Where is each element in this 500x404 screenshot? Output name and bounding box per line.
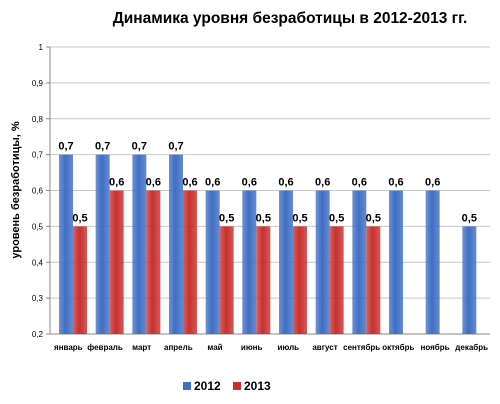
x-tick-label: июль bbox=[278, 343, 300, 352]
data-label-2012-январь: 0,7 bbox=[58, 141, 73, 153]
y-tick-label: 0,2 bbox=[32, 330, 44, 339]
x-tick-label: апрель bbox=[164, 343, 193, 352]
bars-layer bbox=[59, 154, 477, 334]
bar-2013-апрель bbox=[183, 190, 197, 334]
legend-swatch-2013 bbox=[233, 382, 241, 390]
legend: 2012 2013 bbox=[183, 379, 271, 393]
x-tick-label: ноябрь bbox=[420, 343, 449, 352]
bar-2013-январь bbox=[73, 226, 87, 334]
x-tick-label: сентябрь bbox=[343, 343, 380, 352]
data-label-2012-март: 0,7 bbox=[132, 141, 147, 153]
data-label-2012-август: 0,6 bbox=[315, 177, 330, 189]
y-tick-label: 1 bbox=[39, 43, 44, 52]
y-tick-label: 0,4 bbox=[32, 258, 44, 267]
data-label-2013-апрель: 0,6 bbox=[182, 177, 197, 189]
y-tick-label: 0,8 bbox=[32, 115, 44, 124]
x-tick-label: февраль bbox=[87, 343, 123, 352]
bar-2012-апрель bbox=[169, 154, 183, 334]
y-tick-label: 0,7 bbox=[32, 151, 44, 160]
data-label-2012-июль: 0,6 bbox=[278, 177, 293, 189]
bar-2013-июль bbox=[293, 226, 307, 334]
data-label-2013-февраль: 0,6 bbox=[109, 177, 124, 189]
bar-2013-август bbox=[329, 226, 344, 334]
legend-label-2013: 2013 bbox=[244, 379, 271, 393]
bar-2012-сентябрь bbox=[352, 190, 367, 334]
bar-2013-июнь bbox=[256, 226, 271, 334]
data-label-2012-апрель: 0,7 bbox=[168, 141, 183, 153]
bar-2013-сентябрь bbox=[366, 226, 381, 334]
bar-2012-декабрь bbox=[462, 226, 477, 334]
y-axis-label: уровень безработицы, % bbox=[10, 121, 22, 258]
x-tick-label: май bbox=[207, 343, 222, 352]
bar-2013-март bbox=[146, 190, 161, 334]
bar-2013-февраль bbox=[109, 190, 124, 334]
legend-label-2012: 2012 bbox=[194, 379, 221, 393]
bar-2013-май bbox=[219, 226, 234, 334]
bar-2012-октябрь bbox=[389, 190, 403, 334]
data-label-2013-март: 0,6 bbox=[146, 177, 161, 189]
data-label-2012-июнь: 0,6 bbox=[242, 177, 257, 189]
data-label-2012-ноябрь: 0,6 bbox=[425, 177, 440, 189]
x-tick-label: июнь bbox=[241, 343, 263, 352]
data-label-2012-октябрь: 0,6 bbox=[388, 177, 403, 189]
bar-2012-январь bbox=[59, 154, 73, 334]
data-label-2013-август: 0,5 bbox=[329, 212, 344, 224]
data-label-2013-сентябрь: 0,5 bbox=[366, 212, 381, 224]
x-tick-label: октябрь bbox=[382, 343, 414, 352]
y-tick-label: 0,3 bbox=[32, 294, 44, 303]
x-tick-label: декабрь bbox=[455, 343, 488, 352]
data-label-2013-май: 0,5 bbox=[219, 212, 234, 224]
data-label-2012-май: 0,6 bbox=[205, 177, 220, 189]
data-label-2013-июль: 0,5 bbox=[292, 212, 307, 224]
bar-2012-март bbox=[132, 154, 147, 334]
bar-2012-июль bbox=[279, 190, 293, 334]
y-tick-label: 0,6 bbox=[32, 187, 44, 196]
x-tick-label: март bbox=[132, 343, 151, 352]
bar-2012-февраль bbox=[95, 154, 110, 334]
x-tick-label: август bbox=[312, 343, 337, 352]
y-tick-label: 0,5 bbox=[32, 222, 44, 231]
bar-2012-июнь bbox=[242, 190, 257, 334]
data-label-2012-февраль: 0,7 bbox=[95, 141, 110, 153]
chart-title: Динамика уровня безработицы в 2012-2013 … bbox=[113, 10, 468, 27]
data-label-2012-декабрь: 0,5 bbox=[462, 212, 477, 224]
data-label-2013-июнь: 0,5 bbox=[256, 212, 271, 224]
x-tick-label: январь bbox=[54, 343, 83, 352]
y-tick-label: 0,9 bbox=[32, 79, 44, 88]
legend-swatch-2012 bbox=[183, 382, 191, 390]
bar-2012-ноябрь bbox=[425, 190, 440, 334]
data-labels-layer: 0,7 0,5 0,7 0,6 0,7 0,6 0,7 0,6 0,6 0,5 0,6 0,5 0,6 0… bbox=[58, 141, 477, 225]
bar-2012-май bbox=[205, 190, 220, 334]
bar-2012-август bbox=[315, 190, 330, 334]
data-label-2013-январь: 0,5 bbox=[72, 212, 87, 224]
data-label-2012-сентябрь: 0,6 bbox=[352, 177, 367, 189]
